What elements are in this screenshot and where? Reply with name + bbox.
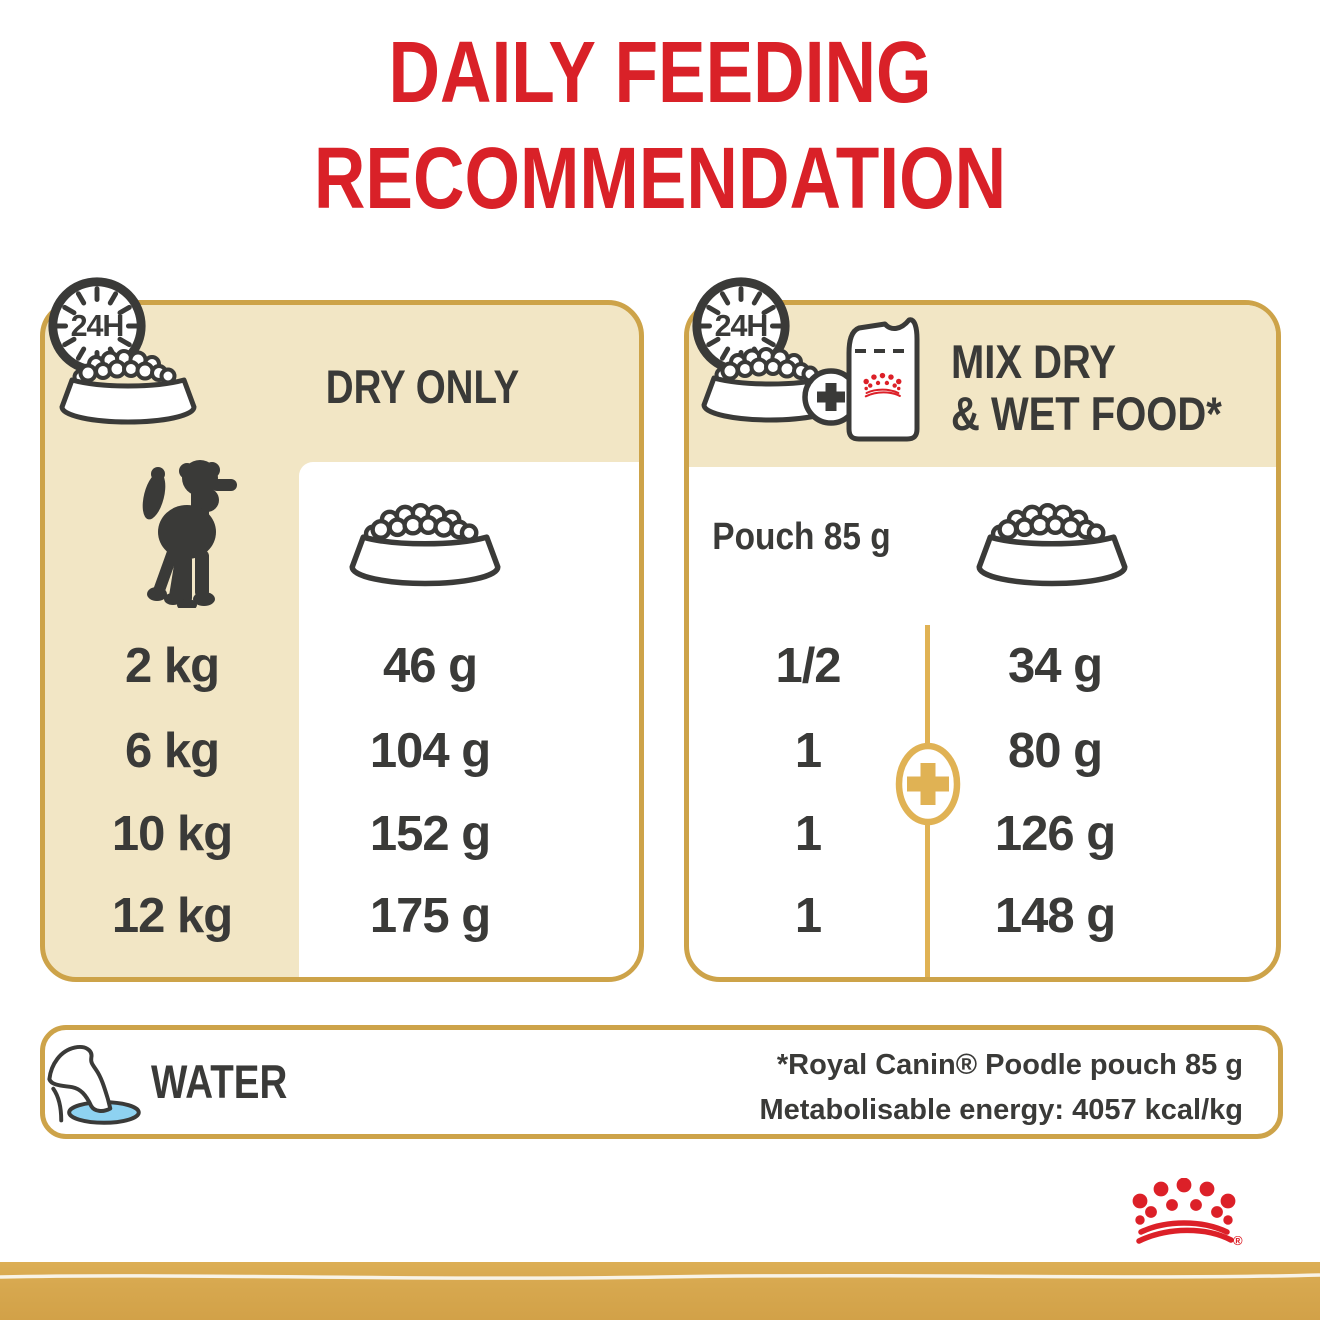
table-row: 1 80 g: [689, 723, 1276, 779]
wet-pouch-icon: [846, 317, 920, 442]
registered-mark: ®: [1233, 1233, 1243, 1248]
dog-drinking-icon: [47, 1045, 141, 1125]
dry-amount-value: 126 g: [994, 807, 1116, 861]
clock-24h-icon: 24H: [43, 272, 151, 380]
dog-weight-value: 10 kg: [111, 807, 233, 861]
mix-dry-wet-header: MIX DRY & WET FOOD*: [951, 336, 1222, 440]
dry-amount-value: 104 g: [369, 724, 491, 778]
kibble-bowl-icon: [55, 349, 201, 427]
dog-weight-value: 12 kg: [111, 889, 233, 943]
dry-only-panel: 24H DRY ONLY: [40, 300, 644, 982]
royal-canin-crown-logo: ®: [1126, 1178, 1243, 1248]
dry-amount-value: 46 g: [382, 639, 478, 693]
table-row: 12 kg 175 g: [45, 888, 639, 944]
pouch-count-value: 1: [794, 807, 822, 861]
dry-amount-value: 152 g: [369, 807, 491, 861]
mix-header-line2: & WET FOOD*: [951, 387, 1222, 440]
footnote-line1: *Royal Canin® Poodle pouch 85 g: [776, 1049, 1243, 1081]
table-row: 1/2 34 g: [689, 638, 1276, 694]
pouch-count-value: 1/2: [775, 639, 841, 693]
table-row: 6 kg 104 g: [45, 723, 639, 779]
pouch-column-header: Pouch 85 g: [712, 516, 891, 558]
pouch-count-value: 1: [794, 889, 822, 943]
dry-only-header: DRY ONLY: [325, 360, 520, 413]
kibble-bowl-icon: [345, 503, 505, 589]
svg-text:24H: 24H: [715, 309, 768, 343]
dry-amount-value: 34 g: [1007, 639, 1103, 693]
kibble-bowl-icon: [972, 503, 1132, 589]
footer-brush-line: [0, 1273, 1320, 1280]
poodle-silhouette-icon: [142, 460, 237, 608]
svg-text:24H: 24H: [71, 309, 124, 343]
page-title: DAILY FEEDING RECOMMENDATION: [119, 20, 1201, 232]
water-label: WATER: [151, 1055, 288, 1108]
table-row: 2 kg 46 g: [45, 638, 639, 694]
clock-24h-icon: 24H: [687, 272, 795, 380]
dry-amount-value: 175 g: [369, 889, 491, 943]
dry-amount-value: 80 g: [1007, 724, 1103, 778]
footnote: *Royal Canin® Poodle pouch 85 g Metaboli…: [759, 1043, 1243, 1133]
dog-weight-value: 6 kg: [124, 724, 220, 778]
mix-dry-wet-panel: 24H MIX DRY & WET FOOD* Pouch 85 g: [684, 300, 1281, 982]
plus-icon: [802, 368, 860, 426]
pouch-count-value: 1: [794, 724, 822, 778]
plus-icon: [895, 742, 961, 826]
dog-weight-value: 2 kg: [124, 639, 220, 693]
table-row: 1 126 g: [689, 806, 1276, 862]
table-row: 1 148 g: [689, 888, 1276, 944]
dry-amount-value: 148 g: [994, 889, 1116, 943]
mix-header-line1: MIX DRY: [951, 335, 1116, 388]
page-title-line1: DAILY FEEDING: [388, 24, 932, 121]
water-bar: WATER *Royal Canin® Poodle pouch 85 g Me…: [40, 1025, 1283, 1139]
table-row: 10 kg 152 g: [45, 806, 639, 862]
footnote-line2: Metabolisable energy: 4057 kcal/kg: [759, 1094, 1243, 1126]
gold-footer-stripe: [0, 1262, 1320, 1320]
page-title-line2: RECOMMENDATION: [313, 130, 1007, 227]
